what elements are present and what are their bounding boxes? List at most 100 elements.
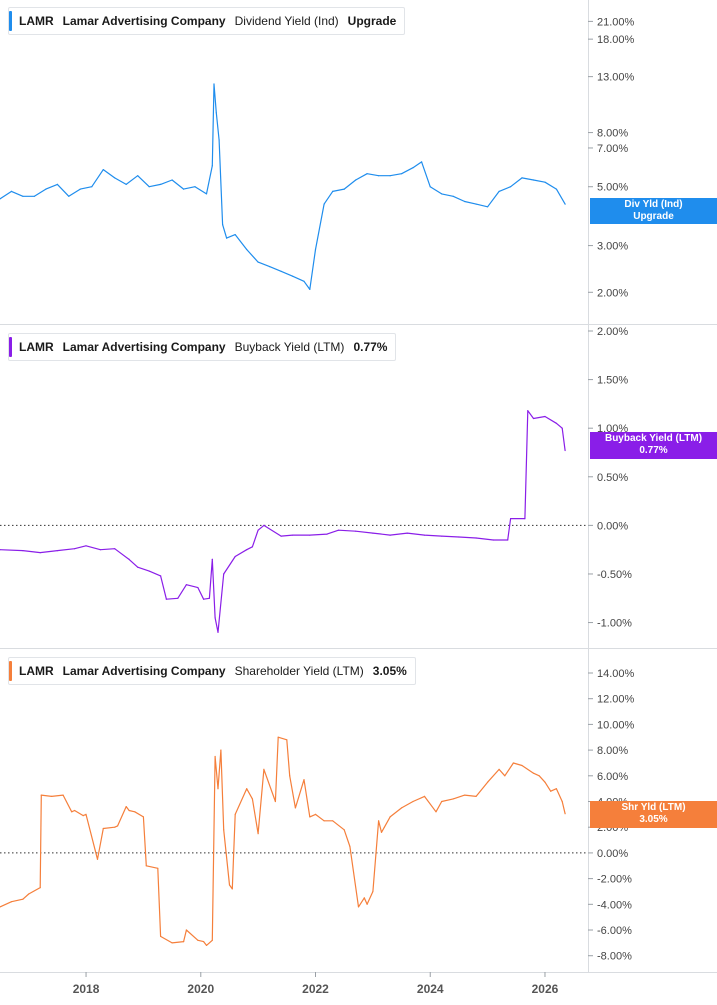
data-point	[487, 206, 489, 208]
data-point	[74, 809, 76, 812]
data-point	[452, 195, 454, 197]
legend-ticker: LAMR	[19, 340, 54, 354]
data-point	[231, 888, 233, 890]
data-point	[165, 598, 167, 600]
data-point	[538, 775, 540, 777]
data-point	[148, 570, 150, 572]
data-point	[263, 768, 265, 771]
data-point	[183, 188, 185, 190]
data-point	[512, 762, 515, 764]
y-tick-label: 2.00%	[597, 287, 628, 299]
data-point	[314, 813, 317, 816]
data-point	[544, 781, 546, 783]
data-point	[223, 573, 225, 575]
data-point	[429, 186, 431, 188]
data-point	[510, 518, 512, 520]
data-point	[280, 270, 282, 272]
data-point	[220, 749, 222, 751]
data-point	[323, 203, 325, 205]
legend-metric: Dividend Yield (Ind)	[234, 14, 339, 28]
data-point	[314, 248, 317, 251]
data-point	[177, 597, 179, 599]
legend-buyback-yield[interactable]: LAMR Lamar Advertising Company Buyback Y…	[8, 333, 397, 361]
data-point	[257, 833, 259, 835]
data-point	[246, 549, 248, 551]
data-point	[74, 548, 76, 550]
x-tick-label: 2022	[302, 982, 329, 996]
data-point	[452, 798, 454, 800]
data-point	[251, 798, 253, 800]
data-point	[213, 83, 215, 85]
data-point	[458, 536, 460, 538]
legend-value-upgrade-link[interactable]: Upgrade	[347, 14, 397, 28]
data-point	[303, 280, 305, 282]
data-point	[10, 901, 13, 903]
data-point	[102, 169, 104, 171]
data-point	[564, 203, 566, 205]
data-point	[197, 587, 199, 589]
data-point	[171, 179, 173, 181]
data-point	[544, 415, 546, 418]
data-point	[99, 549, 101, 551]
data-point	[145, 865, 147, 867]
data-point	[487, 781, 489, 783]
last-value-tag-buyback: Buyback Yield (LTM) 0.77%	[590, 432, 717, 459]
data-point	[555, 422, 558, 424]
data-point	[114, 548, 116, 550]
data-point	[343, 829, 345, 831]
data-point	[363, 897, 365, 899]
data-point	[203, 941, 205, 943]
last-value-tag-shareholder: Shr Yld (LTM) 3.05%	[590, 801, 717, 828]
x-tick-label: 2024	[417, 982, 444, 996]
y-tick-label: -1.00%	[597, 618, 632, 630]
data-point	[40, 794, 42, 796]
data-point	[171, 942, 173, 944]
data-point	[292, 534, 294, 536]
data-point	[510, 186, 512, 188]
tag-label: Shr Yld (LTM)	[621, 802, 686, 813]
data-point	[355, 530, 357, 532]
data-point	[56, 183, 59, 185]
y-tick-label: 2.00%	[597, 326, 628, 338]
data-point	[564, 813, 566, 815]
data-point	[401, 173, 403, 175]
data-point	[234, 813, 236, 816]
data-point	[498, 768, 500, 771]
data-point	[160, 575, 162, 577]
data-point	[380, 831, 383, 833]
data-point	[277, 736, 279, 738]
data-point	[148, 186, 150, 188]
data-point	[412, 167, 414, 169]
data-point	[355, 179, 357, 181]
data-point	[412, 800, 414, 803]
data-point	[532, 179, 535, 181]
data-point	[257, 529, 259, 531]
data-point	[441, 800, 443, 803]
data-point	[246, 788, 248, 790]
data-point	[160, 935, 162, 938]
y-tick-label: -6.00%	[597, 925, 632, 937]
data-point	[22, 195, 24, 197]
data-point	[251, 546, 253, 548]
legend-color-swatch	[9, 11, 12, 31]
data-point	[125, 806, 127, 808]
data-point	[211, 558, 213, 561]
y-tick-label: 0.50%	[597, 472, 628, 484]
legend-shareholder-yield[interactable]: LAMR Lamar Advertising Company Sharehold…	[8, 657, 416, 685]
tag-value: 0.77%	[639, 445, 668, 456]
data-point	[332, 820, 334, 822]
data-point	[211, 939, 213, 941]
data-point	[423, 795, 426, 798]
legend-dividend-yield[interactable]: LAMR Lamar Advertising Company Dividend …	[8, 7, 406, 35]
data-point	[183, 941, 185, 943]
y-tick-label: 0.00%	[597, 848, 628, 860]
data-point	[257, 261, 259, 263]
data-point	[114, 177, 116, 179]
data-point	[142, 816, 144, 818]
y-tick-label: 21.00%	[597, 16, 635, 28]
data-point	[550, 790, 552, 792]
y-tick-label: -8.00%	[597, 951, 632, 963]
data-point	[475, 537, 477, 539]
y-tick-label: 5.00%	[597, 182, 628, 194]
